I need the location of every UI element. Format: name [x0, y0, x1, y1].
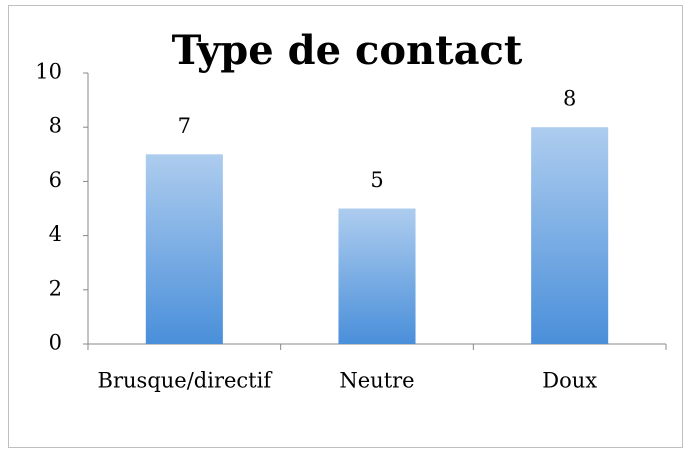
y-tick-label: 10 — [35, 60, 62, 84]
data-label: 8 — [563, 87, 576, 111]
chart-title: Type de contact — [172, 27, 523, 74]
data-label: 7 — [178, 114, 191, 138]
y-tick-label: 8 — [49, 114, 62, 138]
bar — [145, 154, 223, 344]
x-tick-label: Brusque/directif — [98, 369, 274, 393]
data-label: 5 — [370, 168, 383, 192]
bar — [338, 208, 416, 344]
y-tick-label: 0 — [49, 331, 62, 355]
y-tick-label: 6 — [49, 168, 62, 192]
y-tick-label: 2 — [49, 276, 62, 300]
x-tick-label: Doux — [542, 369, 597, 393]
bar — [531, 127, 609, 344]
y-tick-label: 4 — [49, 222, 62, 246]
x-tick-label: Neutre — [339, 369, 414, 393]
